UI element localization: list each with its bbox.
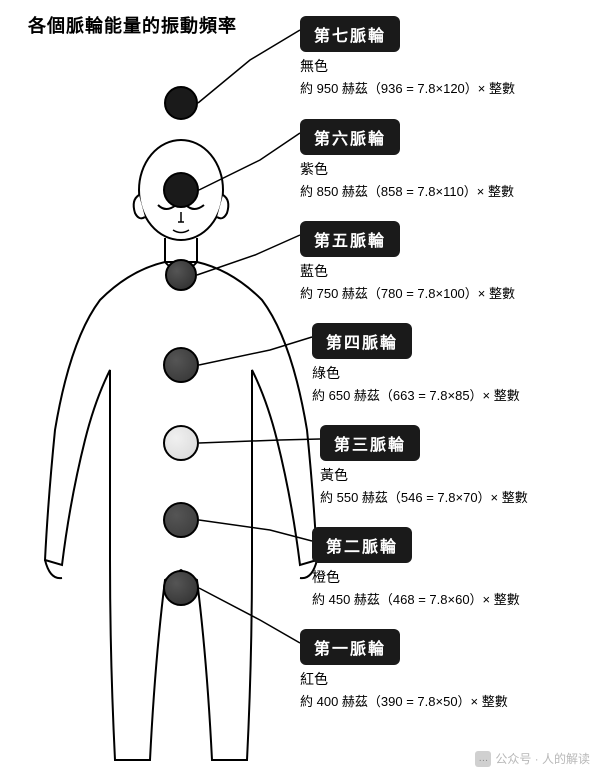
watermark-text: 公众号 · 人的解读 (495, 750, 590, 767)
chakra-freq-6: 約 850 赫茲（858 = 7.8×110）× 整數 (300, 182, 514, 202)
chakra-label-1: 第一脈輪 (300, 629, 400, 665)
chakra-dot-2 (163, 502, 199, 538)
chakra-desc-6: 紫色約 850 赫茲（858 = 7.8×110）× 整數 (300, 159, 514, 202)
watermark: … 公众号 · 人的解读 (475, 750, 590, 767)
chakra-dot-5 (165, 259, 197, 291)
chakra-label-5: 第五脈輪 (300, 221, 400, 257)
chakra-label-4: 第四脈輪 (312, 323, 412, 359)
chakra-label-6: 第六脈輪 (300, 119, 400, 155)
chakra-dot-1 (163, 570, 199, 606)
chakra-desc-2: 橙色約 450 赫茲（468 = 7.8×60）× 整數 (312, 567, 520, 610)
chakra-desc-3: 黃色約 550 赫茲（546 = 7.8×70）× 整數 (320, 465, 528, 508)
chakra-color-7: 無色 (300, 56, 515, 77)
wechat-icon: … (475, 751, 491, 767)
chakra-desc-7: 無色約 950 赫茲（936 = 7.8×120）× 整數 (300, 56, 515, 99)
chakra-label-7: 第七脈輪 (300, 16, 400, 52)
chakra-freq-1: 約 400 赫茲（390 = 7.8×50）× 整數 (300, 692, 508, 712)
chakra-freq-7: 約 950 赫茲（936 = 7.8×120）× 整數 (300, 79, 515, 99)
chakra-freq-3: 約 550 赫茲（546 = 7.8×70）× 整數 (320, 488, 528, 508)
chakra-dot-3 (163, 425, 199, 461)
chakra-dot-7 (164, 86, 198, 120)
chakra-desc-1: 紅色約 400 赫茲（390 = 7.8×50）× 整數 (300, 669, 508, 712)
chakra-freq-4: 約 650 赫茲（663 = 7.8×85）× 整數 (312, 386, 520, 406)
chakra-color-4: 綠色 (312, 363, 520, 384)
chakra-color-5: 藍色 (300, 261, 515, 282)
chakra-freq-2: 約 450 赫茲（468 = 7.8×60）× 整數 (312, 590, 520, 610)
chakra-dot-4 (163, 347, 199, 383)
chakra-color-2: 橙色 (312, 567, 520, 588)
chakra-color-1: 紅色 (300, 669, 508, 690)
chakra-freq-5: 約 750 赫茲（780 = 7.8×100）× 整數 (300, 284, 515, 304)
chakra-dot-6 (163, 172, 199, 208)
chakra-label-2: 第二脈輪 (312, 527, 412, 563)
chakra-color-6: 紫色 (300, 159, 514, 180)
chakra-label-3: 第三脈輪 (320, 425, 420, 461)
chakra-color-3: 黃色 (320, 465, 528, 486)
chakra-desc-4: 綠色約 650 赫茲（663 = 7.8×85）× 整數 (312, 363, 520, 406)
chakra-desc-5: 藍色約 750 赫茲（780 = 7.8×100）× 整數 (300, 261, 515, 304)
